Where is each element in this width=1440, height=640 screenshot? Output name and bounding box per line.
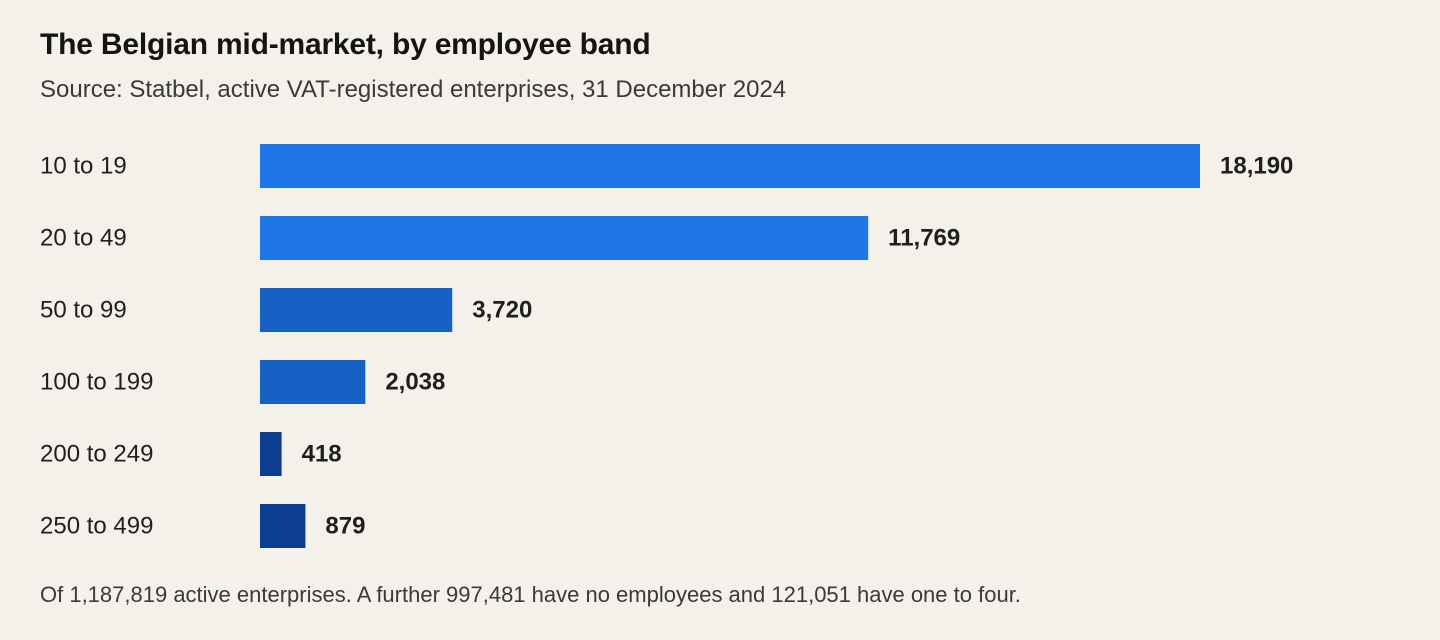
value-label: 18,190 <box>1220 153 1293 180</box>
chart-subtitle: Source: Statbel, active VAT-registered e… <box>40 76 787 103</box>
category-label: 20 to 49 <box>40 225 127 252</box>
chart-footnote: Of 1,187,819 active enterprises. A furth… <box>40 582 1021 607</box>
category-label: 10 to 19 <box>40 153 127 180</box>
value-label: 2,038 <box>385 369 445 396</box>
value-label: 3,720 <box>472 297 532 324</box>
category-label: 100 to 199 <box>40 369 153 396</box>
bar <box>260 288 453 332</box>
bar <box>260 216 869 260</box>
chart-title: The Belgian mid-market, by employee band <box>40 28 651 61</box>
bar <box>260 432 282 476</box>
bar <box>260 360 366 404</box>
category-label: 250 to 499 <box>40 513 153 540</box>
value-label: 418 <box>302 441 342 468</box>
bar <box>260 144 1200 188</box>
category-label: 50 to 99 <box>40 297 127 324</box>
value-label: 11,769 <box>888 225 960 252</box>
category-label: 200 to 249 <box>40 441 153 468</box>
value-label: 879 <box>325 513 365 540</box>
bar <box>260 504 306 548</box>
